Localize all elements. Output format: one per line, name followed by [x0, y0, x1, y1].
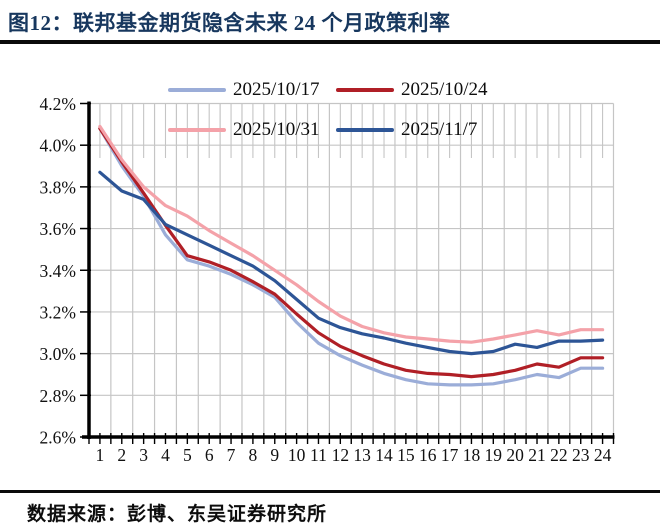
x-tick-label: 22: [550, 445, 568, 465]
x-tick-label: 6: [205, 445, 214, 465]
x-tick-label: 15: [397, 445, 415, 465]
legend-item-2025-11-7: 2025/11/7: [336, 120, 477, 140]
x-tick-label: 23: [572, 445, 590, 465]
x-tick-label: 12: [332, 445, 350, 465]
x-tick-label: 14: [375, 445, 393, 465]
legend-label-3: 2025/11/7: [401, 119, 478, 140]
x-tick-label: 10: [288, 445, 306, 465]
y-tick-label: 3.8%: [40, 177, 76, 197]
x-tick-label: 11: [310, 445, 327, 465]
x-tick-label: 18: [463, 445, 481, 465]
y-tick-label: 3.4%: [40, 261, 76, 281]
legend-label-0: 2025/10/17: [233, 79, 320, 100]
legend-line-swatch-0: [168, 88, 226, 92]
x-tick-label: 13: [353, 445, 371, 465]
figure-title: 图12：联邦基金期货隐含未来 24 个月政策利率: [8, 11, 451, 35]
legend-item-2025-10-24: 2025/10/24: [336, 80, 488, 100]
x-tick-label: 4: [161, 445, 170, 465]
legend-line-swatch-2: [168, 128, 226, 132]
x-tick-label: 9: [270, 445, 279, 465]
series-line-3: [98, 170, 605, 356]
y-tick-label: 4.2%: [40, 94, 76, 114]
legend-label-1: 2025/10/24: [401, 79, 488, 100]
x-tick-label: 17: [441, 445, 459, 465]
x-tick-label: 1: [96, 445, 105, 465]
y-tick-label: 2.8%: [40, 386, 76, 406]
y-tick-label: 4.0%: [40, 136, 76, 156]
x-tick-label: 19: [485, 445, 503, 465]
series-line-0: [98, 126, 605, 387]
y-tick-label: 2.6%: [40, 428, 76, 448]
x-tick-label: 7: [227, 445, 236, 465]
y-tick-label: 3.0%: [40, 344, 76, 364]
x-tick-label: 5: [183, 445, 192, 465]
x-tick-label: 24: [594, 445, 612, 465]
legend-line-swatch-3: [336, 128, 394, 132]
x-tick-label: 21: [528, 445, 546, 465]
footer-rule: [0, 490, 660, 493]
legend-item-2025-10-17: 2025/10/17: [168, 80, 320, 100]
legend-line-swatch-1: [336, 88, 394, 92]
y-tick-label: 3.2%: [40, 302, 76, 322]
title-rule: [0, 40, 660, 44]
y-tick-label: 3.6%: [40, 219, 76, 239]
data-source: 数据来源：彭博、东吴证券研究所: [27, 504, 328, 525]
x-tick-label: 20: [506, 445, 524, 465]
x-tick-label: 8: [249, 445, 258, 465]
legend-item-2025-10-31: 2025/10/31: [168, 120, 320, 140]
legend-label-2: 2025/10/31: [233, 119, 320, 140]
x-tick-label: 2: [117, 445, 126, 465]
series-line-2: [98, 124, 605, 344]
x-tick-label: 3: [139, 445, 148, 465]
series-line-1: [98, 126, 605, 379]
x-tick-label: 16: [419, 445, 437, 465]
